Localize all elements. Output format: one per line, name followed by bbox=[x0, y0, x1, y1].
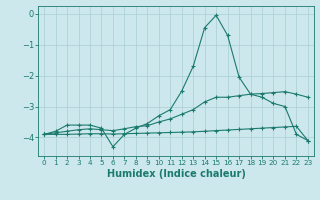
X-axis label: Humidex (Indice chaleur): Humidex (Indice chaleur) bbox=[107, 169, 245, 179]
